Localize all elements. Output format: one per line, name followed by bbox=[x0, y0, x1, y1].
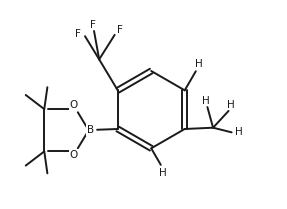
Text: H: H bbox=[227, 99, 235, 110]
Text: O: O bbox=[70, 150, 78, 160]
Text: F: F bbox=[90, 20, 96, 30]
Text: O: O bbox=[70, 100, 78, 110]
Text: H: H bbox=[195, 59, 202, 69]
Text: B: B bbox=[87, 125, 94, 135]
Text: F: F bbox=[75, 29, 81, 39]
Text: F: F bbox=[117, 25, 123, 35]
Text: H: H bbox=[202, 96, 210, 106]
Text: H: H bbox=[235, 127, 243, 137]
Text: H: H bbox=[160, 168, 167, 178]
